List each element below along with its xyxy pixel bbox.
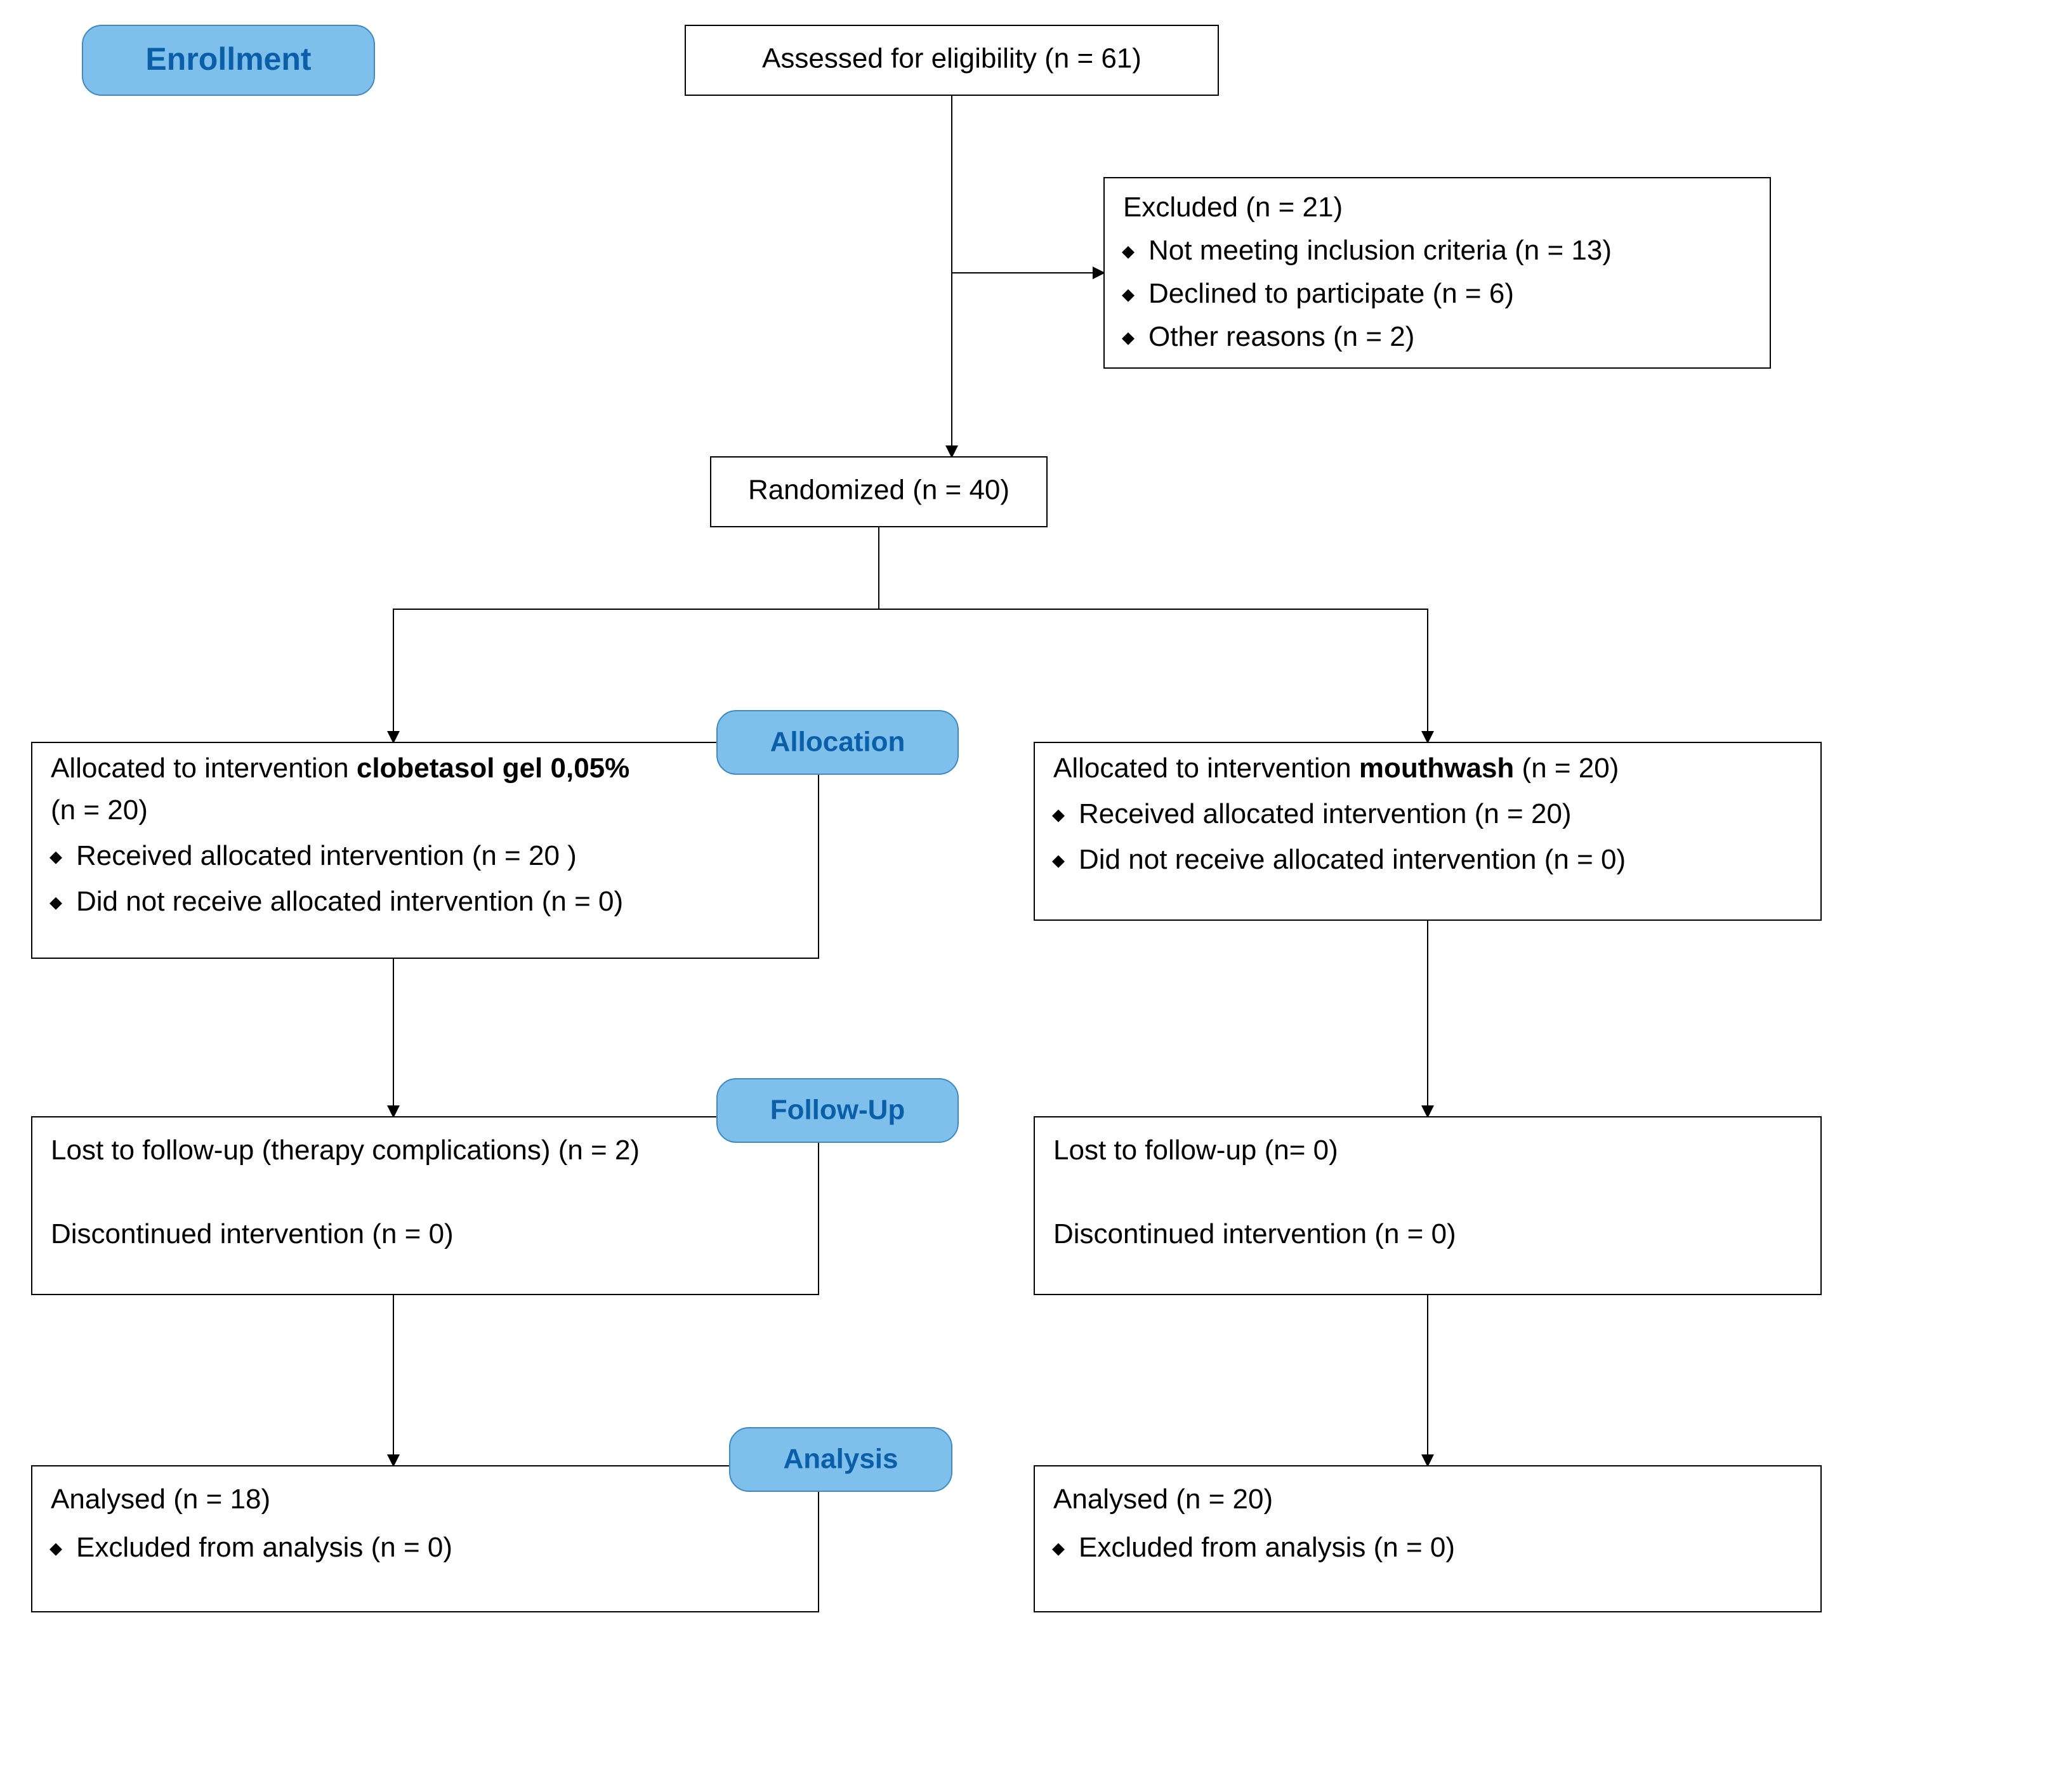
box-randomized: Randomized (n = 40) — [711, 457, 1047, 527]
box-text: Excluded (n = 21) — [1123, 192, 1343, 223]
box-text: Assessed for eligibility (n = 61) — [762, 43, 1141, 74]
box-text: Lost to follow-up (n= 0) — [1053, 1135, 1338, 1166]
box-text: (n = 20) — [51, 794, 148, 826]
box-an_left: Analysed (n = 18) Excluded from analysis … — [32, 1466, 819, 1612]
box-text: Analysed (n = 18) — [51, 1484, 270, 1515]
stage-label: Follow-Up — [770, 1095, 905, 1126]
bullet-text: Other reasons (n = 2) — [1148, 321, 1414, 352]
box-text: Randomized (n = 40) — [748, 475, 1010, 506]
box-excluded: Excluded (n = 21) Not meeting inclusion c… — [1104, 178, 1770, 368]
box-text: Discontinued intervention (n = 0) — [1053, 1218, 1456, 1249]
box-alloc_right: Allocated to intervention mouthwash (n =… — [1034, 742, 1821, 920]
box-text: Analysed (n = 20) — [1053, 1484, 1273, 1515]
bullet-text: Excluded from analysis (n = 0) — [76, 1532, 452, 1563]
stage-analysis: Analysis — [730, 1428, 952, 1491]
box-assessed: Assessed for eligibility (n = 61) — [685, 25, 1218, 95]
consort-flowchart: Assessed for eligibility (n = 61) Exclude… — [0, 0, 2059, 1792]
box-fu_right: Lost to follow-up (n= 0) Discontinued int… — [1034, 1117, 1821, 1295]
bullet-text: Received allocated intervention (n = 20) — [1079, 798, 1572, 829]
bullet-text: Excluded from analysis (n = 0) — [1079, 1532, 1455, 1563]
box-alloc_left: Allocated to intervention clobetasol gel… — [32, 742, 819, 958]
stage-followup: Follow-Up — [717, 1079, 958, 1142]
box-text: Lost to follow-up (therapy complications… — [51, 1135, 640, 1166]
stage-label: Enrollment — [145, 41, 311, 77]
connector — [879, 527, 1428, 742]
stage-allocation: Allocation — [717, 711, 958, 774]
bullet-text: Did not receive allocated intervention (… — [1079, 844, 1626, 875]
bullet-text: Not meeting inclusion criteria (n = 13) — [1148, 235, 1612, 266]
bullet-text: Did not receive allocated intervention (… — [76, 886, 623, 917]
stage-label: Analysis — [784, 1444, 898, 1475]
bullet-text: Declined to participate (n = 6) — [1148, 278, 1514, 309]
stage-label: Allocation — [770, 727, 905, 758]
bullet-text: Received allocated intervention (n = 20 … — [76, 840, 577, 871]
box-text: Allocated to intervention clobetasol gel… — [51, 753, 629, 784]
box-fu_left: Lost to follow-up (therapy complications… — [32, 1117, 819, 1295]
box-an_right: Analysed (n = 20) Excluded from analysis … — [1034, 1466, 1821, 1612]
box-text: Allocated to intervention mouthwash (n =… — [1053, 753, 1619, 784]
box-text: Discontinued intervention (n = 0) — [51, 1218, 454, 1249]
stage-enrollment: Enrollment — [82, 25, 374, 95]
